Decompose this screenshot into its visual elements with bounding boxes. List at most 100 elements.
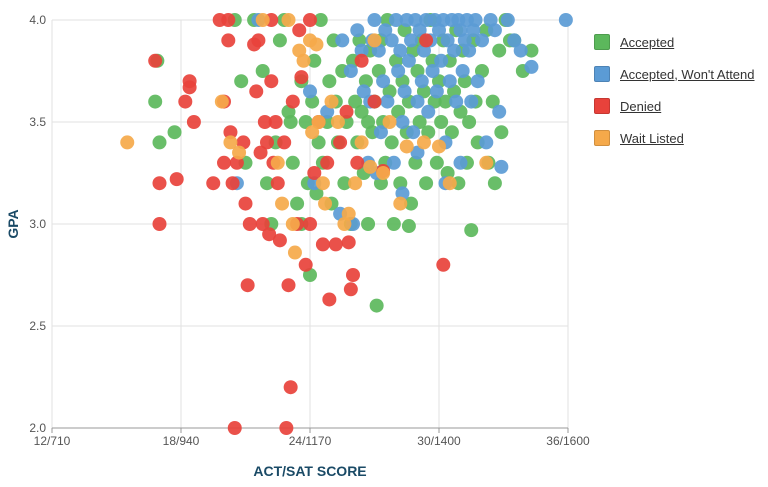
point-wait-listed: [382, 115, 397, 129]
point-accepted: [404, 196, 419, 211]
point-accepted: [464, 223, 479, 238]
legend-item-denied[interactable]: Denied: [594, 98, 755, 114]
legend-label-denied: Denied: [620, 98, 662, 114]
point-wait-listed: [232, 145, 247, 160]
point-accepted: [322, 74, 337, 89]
point-accepted-won-t-attend: [350, 23, 365, 38]
point-denied: [169, 172, 184, 187]
point-accepted: [384, 135, 399, 150]
point-denied: [264, 74, 279, 89]
point-accepted-won-t-attend: [462, 43, 477, 58]
point-wait-listed: [223, 135, 238, 150]
point-wait-listed: [376, 166, 391, 180]
point-denied: [223, 125, 238, 140]
point-accepted-won-t-attend: [401, 53, 416, 68]
point-accepted: [412, 115, 427, 129]
point-accepted-won-t-attend: [356, 84, 371, 99]
point-accepted: [285, 155, 300, 170]
point-accepted: [485, 94, 500, 109]
point-denied: [148, 53, 163, 68]
point-wait-listed: [275, 196, 290, 211]
point-denied: [298, 257, 313, 272]
point-accepted-won-t-attend: [442, 74, 457, 89]
point-accepted-won-t-attend: [395, 115, 410, 129]
point-accepted-won-t-attend: [386, 155, 401, 170]
point-wait-listed: [432, 139, 446, 154]
point-wait-listed: [341, 206, 356, 221]
point-wait-listed: [281, 13, 296, 27]
point-wait-listed: [330, 115, 345, 129]
point-denied: [307, 166, 322, 180]
point-accepted-won-t-attend: [373, 125, 388, 140]
point-accepted-won-t-attend: [500, 13, 515, 27]
point-denied: [279, 421, 294, 435]
point-accepted: [290, 196, 305, 211]
point-wait-listed: [393, 196, 408, 211]
point-wait-listed: [214, 94, 229, 109]
point-wait-listed: [324, 94, 339, 109]
legend-label-accepted-wont-attend: Accepted, Won't Attend: [620, 66, 755, 82]
point-denied: [436, 257, 451, 272]
y-tick-label: 2.5: [29, 319, 46, 333]
point-accepted-won-t-attend: [335, 33, 350, 48]
point-accepted-won-t-attend: [479, 135, 494, 150]
chart-points: [120, 13, 573, 435]
point-denied: [260, 135, 274, 150]
point-denied: [251, 33, 266, 48]
legend-item-accepted[interactable]: Accepted: [594, 34, 755, 50]
point-wait-listed: [479, 155, 494, 170]
point-accepted: [419, 176, 434, 191]
point-denied: [343, 282, 358, 297]
legend-item-wait-listed[interactable]: Wait Listed: [594, 130, 755, 146]
point-wait-listed: [255, 13, 270, 27]
point-accepted-won-t-attend: [412, 23, 427, 38]
point-denied: [186, 115, 201, 129]
point-denied: [328, 237, 343, 252]
point-denied: [303, 13, 317, 27]
legend-swatch-wait-listed: [594, 130, 610, 146]
point-accepted: [272, 33, 287, 48]
point-denied: [354, 53, 369, 68]
point-denied: [292, 23, 307, 38]
point-accepted-won-t-attend: [513, 43, 528, 58]
chart-axes: 2.0 2.5 3.0 3.5 4.0 12/710 18/940 24/1170 30/140…: [29, 13, 590, 448]
point-accepted-won-t-attend: [406, 125, 421, 140]
point-accepted-won-t-attend: [410, 145, 425, 160]
point-accepted-won-t-attend: [425, 64, 440, 78]
point-denied: [225, 176, 240, 191]
point-denied: [206, 176, 221, 191]
point-accepted: [361, 217, 376, 231]
point-denied: [152, 176, 167, 191]
point-accepted-won-t-attend: [384, 33, 399, 48]
point-denied: [221, 13, 236, 27]
point-accepted-won-t-attend: [429, 84, 444, 99]
x-tick-label: 36/1600: [546, 434, 590, 448]
point-accepted: [283, 115, 298, 129]
point-denied: [178, 94, 193, 109]
point-denied: [257, 115, 272, 129]
point-accepted: [337, 176, 352, 191]
point-wait-listed: [442, 176, 457, 191]
point-accepted: [429, 155, 444, 170]
point-accepted: [167, 125, 182, 140]
point-wait-listed: [367, 33, 382, 48]
legend-swatch-accepted: [594, 34, 610, 50]
point-accepted: [434, 115, 449, 129]
legend-swatch-accepted-wont-attend: [594, 66, 610, 82]
point-accepted: [386, 217, 401, 231]
point-denied: [315, 237, 330, 252]
point-accepted: [462, 115, 477, 129]
point-accepted: [298, 115, 313, 129]
point-denied: [350, 155, 365, 170]
point-accepted-won-t-attend: [447, 43, 462, 58]
point-wait-listed: [287, 245, 302, 260]
point-accepted: [313, 13, 328, 27]
point-accepted-won-t-attend: [440, 33, 455, 48]
point-accepted-won-t-attend: [393, 43, 408, 58]
point-wait-listed: [120, 135, 135, 150]
legend-item-accepted-wont-attend[interactable]: Accepted, Won't Attend: [594, 66, 755, 82]
point-denied: [341, 235, 356, 250]
point-accepted-won-t-attend: [421, 104, 436, 119]
y-tick-label: 3.0: [29, 217, 46, 231]
